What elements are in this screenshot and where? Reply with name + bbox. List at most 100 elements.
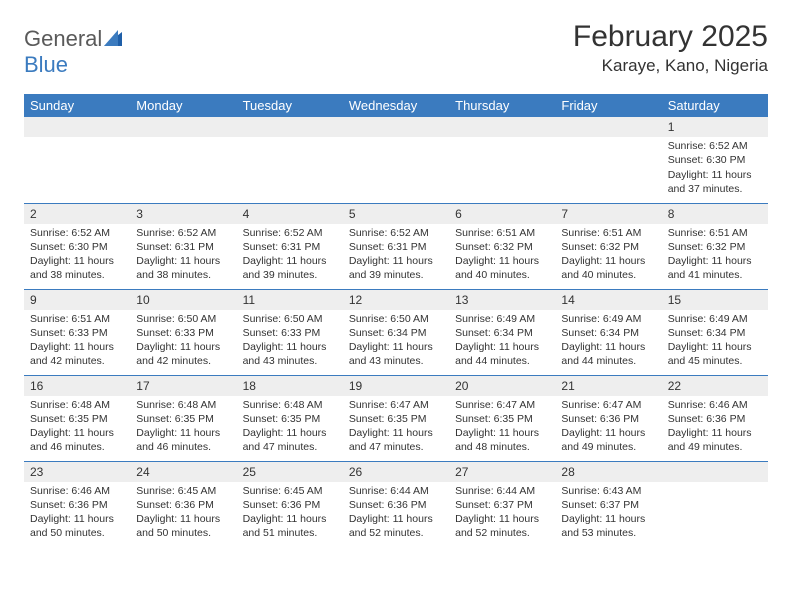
calendar-week-row: 2Sunrise: 6:52 AMSunset: 6:30 PMDaylight… — [24, 203, 768, 289]
day-detail-line: Daylight: 11 hours and 50 minutes. — [30, 512, 124, 540]
day-details: Sunrise: 6:51 AMSunset: 6:32 PMDaylight:… — [449, 224, 555, 287]
calendar-day-cell: 20Sunrise: 6:47 AMSunset: 6:35 PMDayligh… — [449, 375, 555, 461]
day-detail-line: Daylight: 11 hours and 47 minutes. — [349, 426, 443, 454]
day-detail-line: Sunset: 6:31 PM — [243, 240, 337, 254]
day-details: Sunrise: 6:52 AMSunset: 6:31 PMDaylight:… — [130, 224, 236, 287]
day-number: 6 — [449, 204, 555, 224]
day-details: Sunrise: 6:49 AMSunset: 6:34 PMDaylight:… — [449, 310, 555, 373]
calendar-day-cell: 26Sunrise: 6:44 AMSunset: 6:36 PMDayligh… — [343, 461, 449, 547]
day-detail-line: Sunrise: 6:51 AM — [668, 226, 762, 240]
calendar-day-cell — [449, 117, 555, 203]
day-detail-line: Sunrise: 6:51 AM — [561, 226, 655, 240]
calendar-day-cell — [130, 117, 236, 203]
calendar-day-cell — [24, 117, 130, 203]
brand-part2: Blue — [24, 52, 68, 77]
day-detail-line: Sunrise: 6:49 AM — [455, 312, 549, 326]
day-detail-line: Sunrise: 6:52 AM — [30, 226, 124, 240]
day-detail-line: Daylight: 11 hours and 41 minutes. — [668, 254, 762, 282]
calendar-day-cell — [555, 117, 661, 203]
calendar-day-cell: 25Sunrise: 6:45 AMSunset: 6:36 PMDayligh… — [237, 461, 343, 547]
day-number — [662, 462, 768, 482]
day-number — [343, 117, 449, 137]
calendar-day-cell: 1Sunrise: 6:52 AMSunset: 6:30 PMDaylight… — [662, 117, 768, 203]
day-number: 20 — [449, 376, 555, 396]
day-detail-line: Sunset: 6:35 PM — [349, 412, 443, 426]
day-detail-line: Sunset: 6:36 PM — [136, 498, 230, 512]
day-number — [555, 117, 661, 137]
day-number: 12 — [343, 290, 449, 310]
day-detail-line: Daylight: 11 hours and 45 minutes. — [668, 340, 762, 368]
day-detail-line: Sunrise: 6:50 AM — [243, 312, 337, 326]
day-details: Sunrise: 6:45 AMSunset: 6:36 PMDaylight:… — [237, 482, 343, 545]
brand-logo: GeneralBlue — [24, 26, 126, 78]
day-detail-line: Sunset: 6:37 PM — [561, 498, 655, 512]
calendar-week-row: 16Sunrise: 6:48 AMSunset: 6:35 PMDayligh… — [24, 375, 768, 461]
day-number: 19 — [343, 376, 449, 396]
brand-text: GeneralBlue — [24, 26, 126, 78]
calendar-day-cell: 8Sunrise: 6:51 AMSunset: 6:32 PMDaylight… — [662, 203, 768, 289]
day-detail-line: Daylight: 11 hours and 39 minutes. — [349, 254, 443, 282]
calendar-day-cell: 6Sunrise: 6:51 AMSunset: 6:32 PMDaylight… — [449, 203, 555, 289]
day-details: Sunrise: 6:43 AMSunset: 6:37 PMDaylight:… — [555, 482, 661, 545]
day-detail-line: Sunset: 6:34 PM — [668, 326, 762, 340]
day-detail-line: Daylight: 11 hours and 50 minutes. — [136, 512, 230, 540]
calendar-day-cell: 15Sunrise: 6:49 AMSunset: 6:34 PMDayligh… — [662, 289, 768, 375]
day-detail-line: Daylight: 11 hours and 39 minutes. — [243, 254, 337, 282]
day-detail-line: Daylight: 11 hours and 38 minutes. — [136, 254, 230, 282]
day-detail-line: Sunset: 6:36 PM — [668, 412, 762, 426]
day-number: 15 — [662, 290, 768, 310]
location-text: Karaye, Kano, Nigeria — [573, 56, 768, 76]
day-detail-line: Sunrise: 6:50 AM — [349, 312, 443, 326]
day-detail-line: Sunrise: 6:52 AM — [668, 139, 762, 153]
day-detail-line: Daylight: 11 hours and 46 minutes. — [30, 426, 124, 454]
day-detail-line: Sunset: 6:35 PM — [136, 412, 230, 426]
calendar-day-cell: 4Sunrise: 6:52 AMSunset: 6:31 PMDaylight… — [237, 203, 343, 289]
day-detail-line: Sunrise: 6:52 AM — [349, 226, 443, 240]
day-details: Sunrise: 6:50 AMSunset: 6:34 PMDaylight:… — [343, 310, 449, 373]
calendar-week-row: 9Sunrise: 6:51 AMSunset: 6:33 PMDaylight… — [24, 289, 768, 375]
day-number — [449, 117, 555, 137]
day-detail-line: Daylight: 11 hours and 51 minutes. — [243, 512, 337, 540]
day-detail-line: Sunrise: 6:45 AM — [136, 484, 230, 498]
day-detail-line: Sunset: 6:35 PM — [455, 412, 549, 426]
calendar-day-cell: 2Sunrise: 6:52 AMSunset: 6:30 PMDaylight… — [24, 203, 130, 289]
day-detail-line: Sunset: 6:33 PM — [136, 326, 230, 340]
day-details: Sunrise: 6:52 AMSunset: 6:31 PMDaylight:… — [343, 224, 449, 287]
day-details: Sunrise: 6:50 AMSunset: 6:33 PMDaylight:… — [130, 310, 236, 373]
day-detail-line: Sunrise: 6:45 AM — [243, 484, 337, 498]
day-detail-line: Daylight: 11 hours and 40 minutes. — [455, 254, 549, 282]
day-details — [130, 137, 236, 143]
day-number: 1 — [662, 117, 768, 137]
day-detail-line: Sunrise: 6:46 AM — [668, 398, 762, 412]
day-detail-line: Sunset: 6:31 PM — [136, 240, 230, 254]
calendar-day-cell: 11Sunrise: 6:50 AMSunset: 6:33 PMDayligh… — [237, 289, 343, 375]
day-number: 17 — [130, 376, 236, 396]
day-detail-line: Daylight: 11 hours and 47 minutes. — [243, 426, 337, 454]
day-number: 9 — [24, 290, 130, 310]
calendar-day-cell — [237, 117, 343, 203]
day-detail-line: Sunset: 6:36 PM — [561, 412, 655, 426]
day-details: Sunrise: 6:45 AMSunset: 6:36 PMDaylight:… — [130, 482, 236, 545]
day-detail-line: Daylight: 11 hours and 44 minutes. — [455, 340, 549, 368]
weekday-header: Tuesday — [237, 94, 343, 117]
weekday-header: Saturday — [662, 94, 768, 117]
day-details: Sunrise: 6:47 AMSunset: 6:35 PMDaylight:… — [343, 396, 449, 459]
day-detail-line: Sunset: 6:33 PM — [30, 326, 124, 340]
calendar-day-cell: 21Sunrise: 6:47 AMSunset: 6:36 PMDayligh… — [555, 375, 661, 461]
day-number: 24 — [130, 462, 236, 482]
day-detail-line: Sunrise: 6:52 AM — [136, 226, 230, 240]
day-details: Sunrise: 6:49 AMSunset: 6:34 PMDaylight:… — [662, 310, 768, 373]
day-number: 16 — [24, 376, 130, 396]
day-details: Sunrise: 6:48 AMSunset: 6:35 PMDaylight:… — [130, 396, 236, 459]
day-detail-line: Sunset: 6:34 PM — [349, 326, 443, 340]
day-number — [237, 117, 343, 137]
day-detail-line: Sunset: 6:36 PM — [30, 498, 124, 512]
day-detail-line: Sunset: 6:32 PM — [668, 240, 762, 254]
day-detail-line: Sunrise: 6:48 AM — [243, 398, 337, 412]
calendar-day-cell: 27Sunrise: 6:44 AMSunset: 6:37 PMDayligh… — [449, 461, 555, 547]
day-detail-line: Daylight: 11 hours and 42 minutes. — [136, 340, 230, 368]
day-detail-line: Sunset: 6:35 PM — [243, 412, 337, 426]
day-details: Sunrise: 6:52 AMSunset: 6:30 PMDaylight:… — [662, 137, 768, 200]
day-details: Sunrise: 6:44 AMSunset: 6:37 PMDaylight:… — [449, 482, 555, 545]
day-number: 26 — [343, 462, 449, 482]
